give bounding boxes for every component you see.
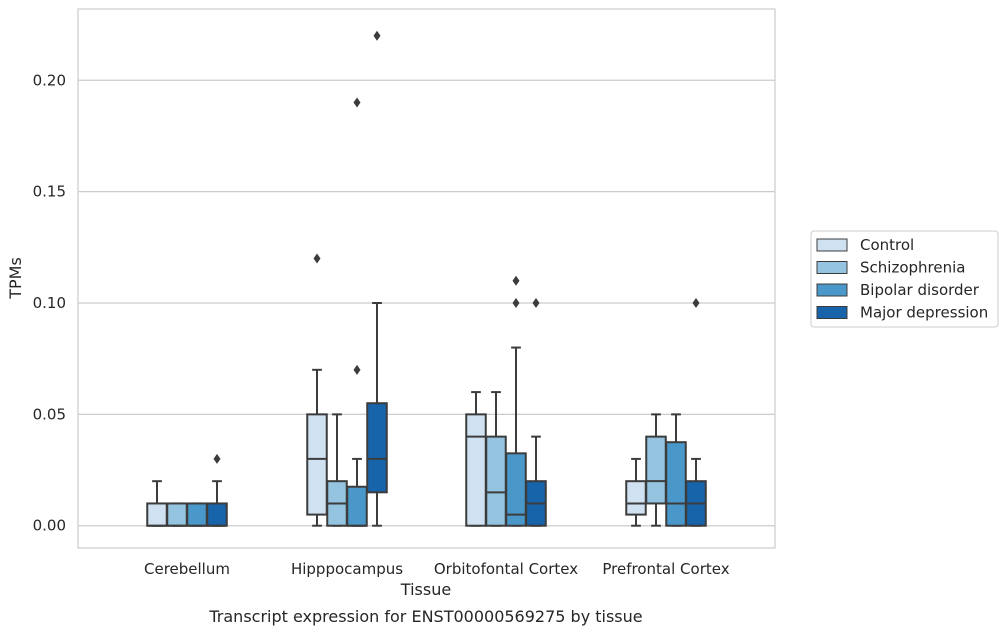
outlier-point: [692, 298, 700, 308]
outlier-point: [213, 453, 221, 464]
x-tick-label: Cerebellum: [144, 560, 230, 578]
x-axis-label: Tissue: [400, 580, 451, 599]
box-body: [186, 502, 208, 527]
box-major-depression: [685, 298, 707, 527]
x-tick-label: Hipppocampus: [291, 560, 403, 578]
outlier-point: [313, 253, 321, 264]
box-body: [665, 441, 687, 527]
box-schizophrenia: [326, 413, 348, 527]
y-tick-label: 0.00: [33, 517, 66, 535]
box-body: [485, 435, 507, 527]
box-bipolar-disorder: [665, 413, 687, 527]
box-control: [465, 391, 487, 527]
outlier-point: [373, 30, 381, 41]
legend-swatch: [816, 261, 848, 274]
x-tick-label: Orbitofontal Cortex: [434, 560, 578, 578]
outlier-point: [532, 298, 540, 308]
legend-label: Control: [860, 236, 914, 254]
box-body: [146, 502, 168, 527]
y-tick-label: 0.20: [33, 71, 66, 89]
box-body: [625, 480, 647, 516]
box-major-depression: [206, 453, 228, 527]
box-body: [465, 413, 487, 527]
y-tick-labels: 0.00 0.05 0.10 0.15 0.20: [33, 71, 66, 534]
chart-caption: Transcript expression for ENST0000056927…: [208, 607, 642, 626]
box-control: [306, 253, 328, 527]
legend-swatch: [816, 306, 848, 319]
box-major-depression: [525, 298, 547, 527]
box-body: [206, 502, 228, 527]
legend-label: Major depression: [860, 304, 988, 322]
outlier-point: [512, 298, 520, 308]
outlier-point: [512, 275, 520, 286]
box-body: [306, 413, 328, 516]
outlier-point: [353, 97, 361, 108]
box-control: [146, 480, 168, 527]
box-series: [146, 30, 707, 527]
y-axis-label: TPMs: [6, 257, 25, 300]
box-schizophrenia: [645, 413, 667, 527]
box-bipolar-disorder: [186, 502, 208, 527]
box-bipolar-disorder: [505, 275, 527, 527]
x-tick-label: Prefrontal Cortex: [602, 560, 729, 578]
legend: Control Schizophrenia Bipolar disorder Majo…: [810, 230, 999, 328]
box-body: [366, 402, 388, 494]
outlier-point: [353, 364, 361, 375]
box-schizophrenia: [485, 391, 507, 527]
box-bipolar-disorder: [346, 97, 368, 527]
box-schizophrenia: [166, 502, 188, 527]
box-body: [166, 502, 188, 527]
legend-swatch: [816, 283, 848, 297]
legend-swatch: [816, 238, 848, 252]
x-tick-labels: Cerebellum Hipppocampus Orbitofontal Corte…: [144, 560, 730, 578]
box-body: [346, 485, 368, 527]
legend-frame: [810, 230, 999, 328]
box-body: [645, 435, 667, 505]
legend-label: Schizophrenia: [860, 259, 965, 277]
legend-label: Bipolar disorder: [860, 281, 980, 299]
y-tick-label: 0.15: [33, 183, 66, 201]
y-tick-label: 0.05: [33, 405, 66, 423]
plot-frame: [77, 8, 776, 549]
box-major-depression: [366, 30, 388, 527]
y-tick-label: 0.10: [33, 294, 66, 312]
